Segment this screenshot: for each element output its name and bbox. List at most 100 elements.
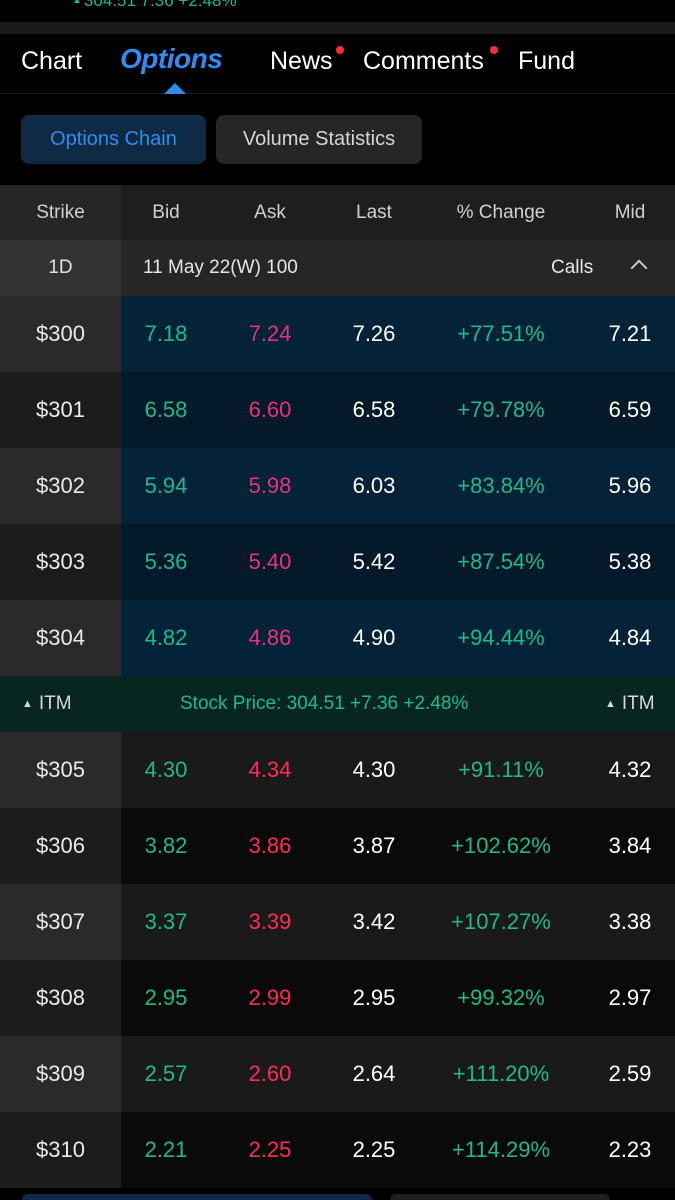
column-header-strike[interactable]: Strike	[0, 185, 121, 240]
ticker-strip: ▲ 304.51 7.36 +2.48%	[0, 0, 675, 22]
option-row[interactable]: $301 6.58 6.60 6.58 +79.78% 6.59	[0, 372, 675, 448]
option-row[interactable]: $309 2.57 2.60 2.64 +111.20% 2.59	[0, 1036, 675, 1112]
calls-label[interactable]: Calls	[551, 257, 594, 278]
change-cell: +99.32%	[457, 985, 545, 1010]
row-background	[121, 732, 675, 808]
news-notification-dot	[336, 46, 344, 54]
up-arrow-icon: ▲	[22, 698, 33, 710]
last-cell: 7.26	[352, 321, 396, 346]
bid-cell: 3.37	[144, 909, 188, 934]
bid-cell: 2.57	[144, 1061, 188, 1086]
row-background	[121, 960, 675, 1036]
option-row[interactable]: $307 3.37 3.39 3.42 +107.27% 3.38	[0, 884, 675, 960]
mid-cell: 2.23	[608, 1137, 652, 1162]
strike-cell: $307	[36, 909, 85, 934]
mid-cell: 4.32	[608, 757, 652, 782]
period-button[interactable]: 1D	[0, 240, 121, 296]
option-row[interactable]: $302 5.94 5.98 6.03 +83.84% 5.96	[0, 448, 675, 524]
mid-cell: 3.84	[608, 833, 652, 858]
change-cell: +111.20%	[452, 1061, 550, 1086]
row-background	[121, 600, 675, 676]
column-header-last[interactable]: Last	[356, 201, 392, 223]
last-cell: 5.42	[352, 549, 396, 574]
last-cell: 2.64	[352, 1061, 396, 1086]
last-cell: 3.42	[352, 909, 396, 934]
option-row[interactable]: $308 2.95 2.99 2.95 +99.32% 2.97	[0, 960, 675, 1036]
column-header-change[interactable]: % Change	[456, 201, 546, 223]
change-cell: +107.27%	[451, 909, 551, 934]
tab-fund[interactable]: Fund	[518, 47, 575, 75]
strike-cell: $305	[36, 757, 85, 782]
row-background	[121, 372, 675, 448]
tab-chart[interactable]: Chart	[21, 47, 83, 75]
option-row[interactable]: $303 5.36 5.40 5.42 +87.54% 5.38	[0, 524, 675, 600]
option-row[interactable]: $306 3.82 3.86 3.87 +102.62% 3.84	[0, 808, 675, 884]
column-header-ask[interactable]: Ask	[254, 201, 286, 223]
mid-cell: 3.38	[608, 909, 652, 934]
option-row[interactable]: $304 4.82 4.86 4.90 +94.44% 4.84	[0, 600, 675, 676]
expiry-selector[interactable]: 1D 11 May 22(W) 100 Calls	[0, 240, 675, 296]
options-chain-button[interactable]: Options Chain	[21, 115, 206, 164]
top-nav: Chart Options News Comments Fund	[0, 34, 675, 94]
ticker-quote-text: 304.51 7.36 +2.48%	[83, 0, 237, 10]
column-header-bid[interactable]: Bid	[152, 201, 180, 223]
strike-cell: $301	[36, 397, 85, 422]
row-background	[121, 1112, 675, 1188]
expiry-label[interactable]: 11 May 22(W) 100	[143, 257, 298, 278]
ticker-quote: ▲ 304.51 7.36 +2.48%	[72, 0, 237, 11]
option-row[interactable]: $310 2.21 2.25 2.25 +114.29% 2.23	[0, 1112, 675, 1188]
bottom-button-peek	[22, 1194, 372, 1200]
change-cell: +114.29%	[451, 1137, 551, 1162]
tab-news[interactable]: News	[270, 47, 333, 75]
change-cell: +79.78%	[457, 397, 545, 422]
active-tab-indicator	[164, 83, 186, 94]
strike-cell: $306	[36, 833, 85, 858]
mid-cell: 5.38	[608, 549, 652, 574]
bid-cell: 5.36	[144, 549, 188, 574]
last-cell: 4.30	[352, 757, 396, 782]
mid-cell: 7.21	[608, 321, 652, 346]
itm-left-text: ITM	[38, 693, 72, 714]
bottom-bar-peek	[0, 1190, 675, 1200]
sub-tabs: Options Chain Volume Statistics	[0, 95, 675, 184]
bid-cell: 4.82	[144, 625, 188, 650]
strike-cell: $309	[36, 1061, 85, 1086]
change-cell: +91.11%	[458, 757, 544, 782]
bid-cell: 6.58	[144, 397, 188, 422]
row-background	[121, 1036, 675, 1112]
stock-price-divider: ▲ ITM Stock Price: 304.51 +7.36 +2.48% ▲ I…	[0, 676, 675, 732]
row-background	[121, 448, 675, 524]
bottom-button-peek	[390, 1194, 610, 1200]
strike-cell: $308	[36, 985, 85, 1010]
ask-cell: 7.24	[248, 321, 292, 346]
ask-cell: 3.86	[248, 833, 292, 858]
strike-cell: $300	[36, 321, 85, 346]
ask-cell: 2.60	[248, 1061, 292, 1086]
ask-cell: 4.86	[248, 625, 292, 650]
bid-cell: 4.30	[144, 757, 188, 782]
last-cell: 2.95	[352, 985, 396, 1010]
chevron-up-icon[interactable]	[630, 259, 648, 277]
mid-cell: 2.59	[608, 1061, 652, 1086]
row-background	[121, 524, 675, 600]
change-cell: +83.84%	[457, 473, 545, 498]
row-background	[121, 808, 675, 884]
row-background	[121, 296, 675, 372]
column-header-mid[interactable]: Mid	[614, 201, 646, 223]
volume-statistics-button[interactable]: Volume Statistics	[216, 115, 422, 164]
option-row[interactable]: $300 7.18 7.24 7.26 +77.51% 7.21	[0, 296, 675, 372]
strike-cell: $310	[36, 1137, 85, 1162]
option-row[interactable]: $305 4.30 4.34 4.30 +91.11% 4.32	[0, 732, 675, 808]
bid-cell: 7.18	[144, 321, 188, 346]
change-cell: +87.54%	[457, 549, 545, 574]
strike-cell: $304	[36, 625, 85, 650]
mid-cell: 5.96	[608, 473, 652, 498]
change-cell: +102.62%	[451, 833, 551, 858]
tab-options[interactable]: Options	[120, 43, 223, 75]
tab-comments[interactable]: Comments	[363, 47, 484, 75]
last-cell: 3.87	[352, 833, 396, 858]
change-cell: +94.44%	[457, 625, 545, 650]
bid-cell: 5.94	[144, 473, 188, 498]
up-arrow-icon: ▲	[605, 698, 616, 710]
strike-cell: $303	[36, 549, 85, 574]
